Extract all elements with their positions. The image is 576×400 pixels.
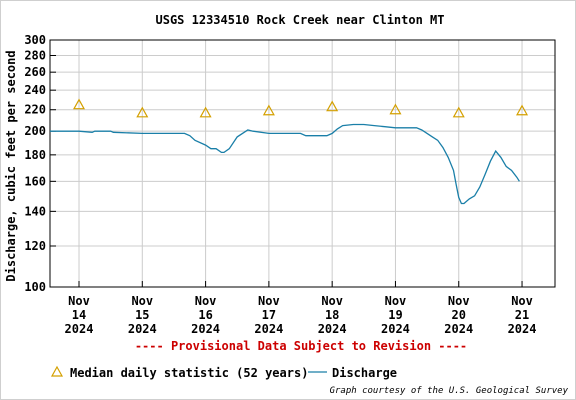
x-tick-label-line: 2024 bbox=[508, 322, 537, 336]
legend-median-label: Median daily statistic (52 years) bbox=[70, 366, 308, 380]
x-tick-label-line: 19 bbox=[388, 308, 402, 322]
y-tick-label: 200 bbox=[24, 124, 46, 138]
y-tick-label: 300 bbox=[24, 33, 46, 47]
plot-border bbox=[49, 39, 556, 288]
x-tick-label: Nov 15 2024 bbox=[128, 294, 157, 336]
x-tick-label-line: 21 bbox=[515, 308, 529, 322]
median-triangle-point bbox=[452, 106, 465, 118]
x-tick-label-line: 2024 bbox=[444, 322, 473, 336]
median-triangle-point bbox=[262, 104, 275, 116]
y-tick-label: 220 bbox=[24, 103, 46, 117]
y-tick-label: 180 bbox=[24, 148, 46, 162]
median-triangle-point bbox=[72, 98, 86, 110]
x-tick-label-line: Nov bbox=[321, 294, 343, 308]
x-tick-label: Nov 19 2024 bbox=[381, 294, 410, 336]
x-tick-label-line: 2024 bbox=[254, 322, 283, 336]
series-layer bbox=[50, 98, 529, 205]
x-tick-label-line: Nov bbox=[385, 294, 407, 308]
x-tick-label-line: 14 bbox=[72, 308, 86, 322]
x-tick-label-line: 2024 bbox=[318, 322, 347, 336]
x-tick-label-line: 16 bbox=[198, 308, 212, 322]
x-tick-label-line: 2024 bbox=[65, 322, 94, 336]
credit-text: Graph courtesy of the U.S. Geological Su… bbox=[330, 386, 569, 396]
x-tick-label-line: 15 bbox=[135, 308, 149, 322]
x-tick-label-line: 18 bbox=[325, 308, 339, 322]
y-tick-label: 240 bbox=[24, 83, 46, 97]
y-tick-label: 120 bbox=[24, 239, 46, 253]
y-axis-label: Discharge, cubic feet per second bbox=[4, 50, 18, 281]
legend-discharge-label: Discharge bbox=[332, 366, 397, 380]
x-tick-label-line: Nov bbox=[131, 294, 153, 308]
median-triangle-point bbox=[136, 106, 149, 118]
y-tick-label: 100 bbox=[24, 280, 46, 294]
y-tick-label: 160 bbox=[24, 174, 46, 188]
y-tick-label: 140 bbox=[24, 204, 46, 218]
x-tick-label: Nov 20 2024 bbox=[444, 294, 473, 336]
x-tick-label-line: 20 bbox=[452, 308, 466, 322]
x-tick-label-line: 2024 bbox=[191, 322, 220, 336]
x-tick-label: Nov 18 2024 bbox=[318, 294, 347, 336]
provisional-note: ---- Provisional Data Subject to Revisio… bbox=[135, 339, 467, 353]
y-tick-label: 260 bbox=[24, 65, 46, 79]
y-tick-label: 280 bbox=[24, 49, 46, 63]
x-tick-label: Nov 21 2024 bbox=[508, 294, 537, 336]
legend-median-marker bbox=[50, 365, 64, 377]
chart-title: USGS 12334510 Rock Creek near Clinton MT bbox=[156, 13, 445, 27]
y-axis: 100 120 140 160 180 200 220 240 260 280 300 bbox=[24, 33, 56, 294]
x-tick-label-line: 2024 bbox=[381, 322, 410, 336]
plot-area bbox=[49, 39, 556, 288]
x-tick-label-line: Nov bbox=[68, 294, 90, 308]
x-tick-label-line: 2024 bbox=[128, 322, 157, 336]
x-tick-label-line: Nov bbox=[511, 294, 533, 308]
median-triangle-point bbox=[516, 104, 529, 116]
discharge-line bbox=[50, 123, 520, 205]
x-tick-label-line: Nov bbox=[448, 294, 470, 308]
x-tick-label: Nov 16 2024 bbox=[191, 294, 220, 336]
x-tick-label-line: 17 bbox=[262, 308, 276, 322]
median-triangle-point bbox=[326, 100, 339, 112]
x-tick-label-line: Nov bbox=[195, 294, 217, 308]
x-tick-label: Nov 17 2024 bbox=[254, 294, 283, 336]
x-tick-label-line: Nov bbox=[258, 294, 280, 308]
median-triangle-point bbox=[199, 106, 212, 118]
x-tick-label: Nov 14 2024 bbox=[65, 294, 94, 336]
legend: Median daily statistic (52 years) Dischar… bbox=[50, 365, 397, 380]
median-triangle-point bbox=[389, 103, 402, 115]
